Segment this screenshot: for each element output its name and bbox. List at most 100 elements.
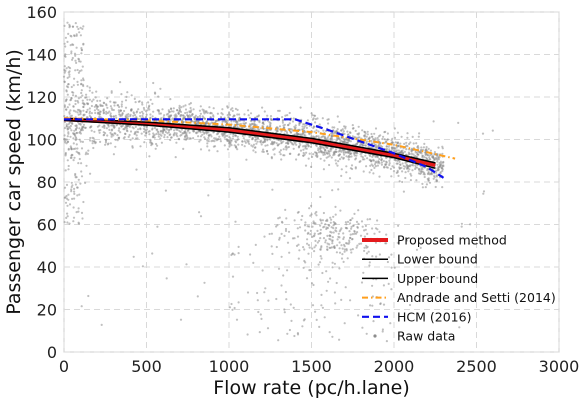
raw-data-point [250,123,253,126]
raw-data-point [428,156,431,159]
raw-data-point [331,236,334,239]
raw-data-point [386,260,389,264]
raw-data-point [317,130,320,133]
raw-data-point [151,115,154,118]
raw-data-point [404,171,407,174]
raw-data-point [270,118,273,121]
raw-data-point [112,153,115,156]
raw-data-point [234,107,237,110]
legend-label-lower-bound: Lower bound [397,252,478,267]
raw-data-point [103,133,106,136]
raw-data-point [366,133,369,136]
raw-data-point [228,111,231,114]
raw-data-point [128,133,131,137]
raw-data-point [63,115,66,118]
raw-data-point [391,165,394,168]
raw-data-point [279,139,282,142]
raw-data-point [239,122,242,126]
raw-data-point [81,99,84,102]
raw-data-point [307,252,310,255]
raw-data-point [192,108,195,111]
raw-data-point [298,141,301,145]
raw-data-point [378,175,381,178]
raw-data-point [112,134,115,137]
raw-data-point [373,132,376,135]
raw-data-point [187,116,190,119]
raw-data-point [331,335,334,338]
raw-data-point [186,129,189,132]
raw-data-point [348,150,351,153]
raw-data-point [330,218,333,221]
raw-data-point [441,170,444,173]
raw-data-point [337,235,340,238]
raw-data-point [129,113,132,116]
raw-data-point [69,156,72,159]
raw-data-point [430,173,434,176]
raw-data-point [74,176,77,179]
raw-data-point [228,142,231,145]
raw-data-point [345,171,348,174]
raw-data-point [153,91,157,94]
raw-data-point [314,121,317,124]
raw-data-point [262,121,265,124]
raw-data-point [334,159,337,162]
raw-data-point [161,108,164,111]
raw-data-point [375,255,378,258]
raw-data-point [312,283,315,287]
raw-data-point [151,128,154,131]
raw-data-point [84,96,87,99]
raw-data-point [189,106,192,110]
raw-data-point [358,136,361,139]
raw-data-point [123,109,126,113]
raw-data-point [67,147,70,150]
raw-data-point [96,111,100,114]
raw-data-point [280,284,283,287]
raw-data-point [231,275,235,278]
raw-data-point [369,164,372,167]
raw-data-point [390,146,394,149]
raw-data-point [324,223,327,226]
raw-data-point [82,25,85,28]
raw-data-point [332,215,335,218]
raw-data-point [199,105,202,108]
raw-data-point [142,106,145,110]
y-tick-label: 140 [26,46,57,65]
raw-data-point [371,255,374,258]
raw-data-point [76,186,79,189]
raw-data-point [400,135,403,138]
raw-data-point [385,163,388,166]
raw-data-point [64,36,67,39]
raw-data-point [396,142,399,145]
y-tick-label: 160 [26,3,57,22]
raw-data-point [77,113,80,116]
raw-data-point [192,130,195,133]
raw-data-point [64,55,67,58]
raw-data-point [317,232,320,236]
raw-data-point [74,138,77,142]
raw-data-point [315,153,318,156]
raw-data-point [194,116,197,119]
raw-data-point [81,27,84,30]
raw-data-point [112,108,115,112]
raw-data-point [338,158,342,161]
raw-data-point [79,26,82,29]
raw-data-point [102,111,105,114]
raw-data-point [117,129,120,132]
raw-data-point [148,130,151,133]
raw-data-point [379,144,382,147]
raw-data-point [311,114,314,117]
raw-data-point [268,121,271,124]
raw-data-point [237,252,240,255]
raw-data-point [68,111,71,114]
raw-data-point [392,166,396,169]
raw-data-point [327,149,330,152]
raw-data-point [186,111,189,114]
raw-data-point [325,270,328,273]
raw-data-point [236,135,239,138]
raw-data-point [262,148,265,151]
raw-data-point [415,248,419,251]
raw-data-point [142,112,145,115]
raw-data-point [376,161,379,164]
raw-data-point [317,151,321,154]
raw-data-point [320,257,323,260]
